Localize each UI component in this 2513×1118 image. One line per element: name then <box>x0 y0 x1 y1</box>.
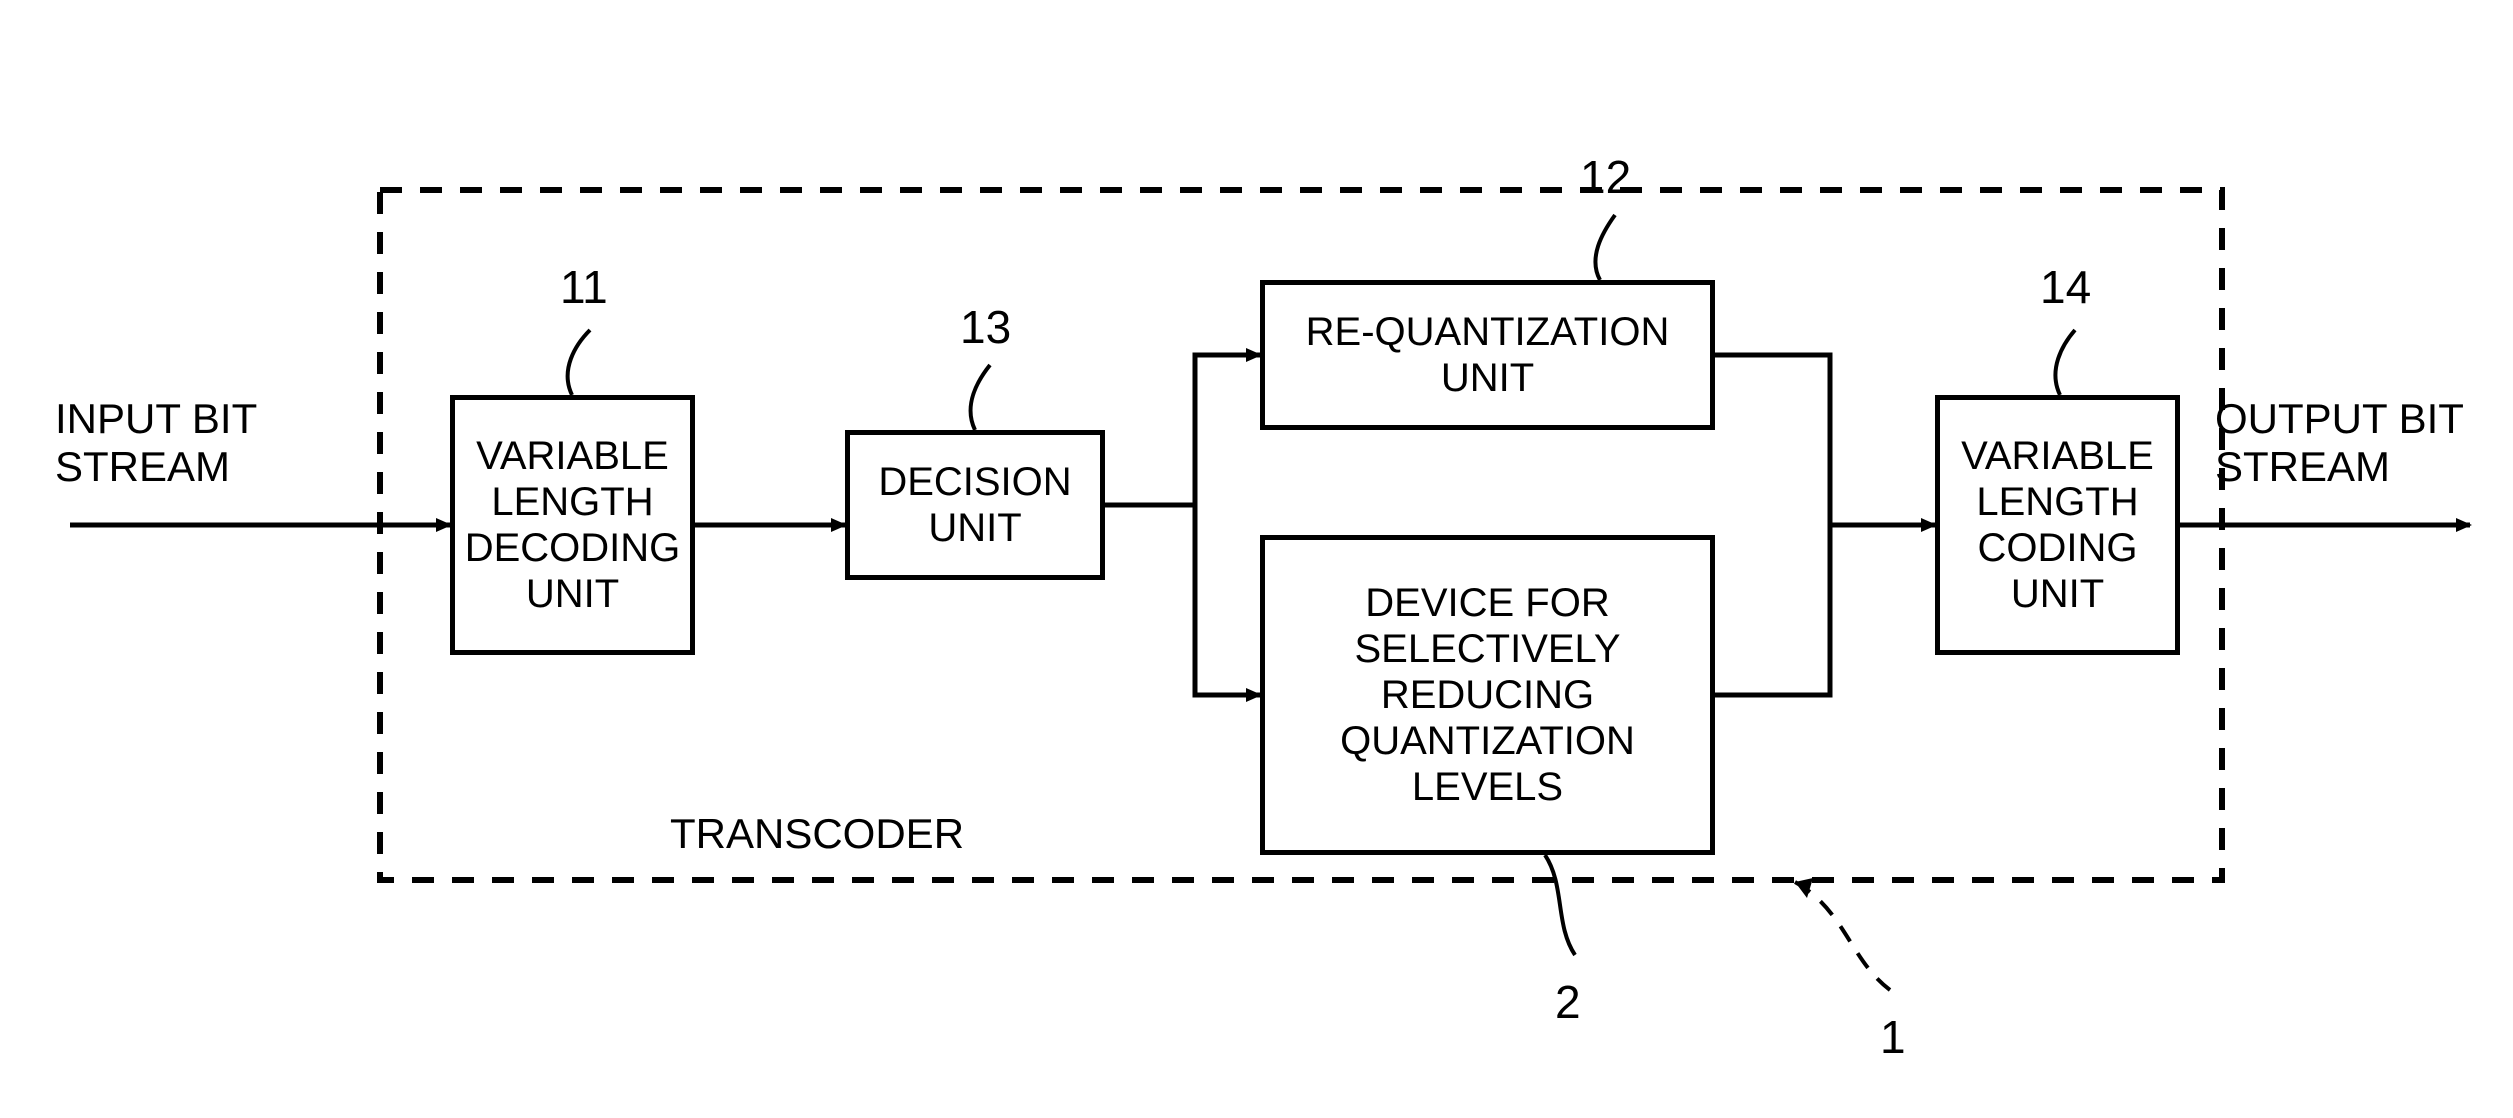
ref-12: 12 <box>1580 150 1631 204</box>
line-srq-out <box>1715 525 1830 695</box>
block-vlc: VARIABLE LENGTH CODING UNIT <box>1935 395 2180 655</box>
tick-2 <box>1545 855 1575 955</box>
tick-12 <box>1595 215 1615 280</box>
container-label: TRANSCODER <box>670 810 964 858</box>
block-vld: VARIABLE LENGTH DECODING UNIT <box>450 395 695 655</box>
arrow-to-rq <box>1195 355 1260 505</box>
tick-1 <box>1795 882 1890 990</box>
output-label: OUTPUT BIT STREAM <box>2215 395 2505 492</box>
ref-14: 14 <box>2040 260 2091 314</box>
diagram-canvas: INPUT BIT STREAM OUTPUT BIT STREAM VARIA… <box>0 0 2513 1118</box>
tick-1-head <box>1795 878 1813 898</box>
arrow-to-srq <box>1195 505 1260 695</box>
line-rq-out <box>1715 355 1830 525</box>
block-selective-reduce: DEVICE FOR SELECTIVELY REDUCING QUANTIZA… <box>1260 535 1715 855</box>
tick-14 <box>2055 330 2075 395</box>
tick-13 <box>971 365 990 430</box>
ref-2: 2 <box>1555 975 1581 1029</box>
tick-11 <box>568 330 590 395</box>
block-decision: DECISION UNIT <box>845 430 1105 580</box>
block-requantization: RE-QUANTIZATION UNIT <box>1260 280 1715 430</box>
ref-1: 1 <box>1880 1010 1906 1064</box>
input-label: INPUT BIT STREAM <box>55 395 345 492</box>
ref-11: 11 <box>560 260 608 314</box>
ref-13: 13 <box>960 300 1011 354</box>
